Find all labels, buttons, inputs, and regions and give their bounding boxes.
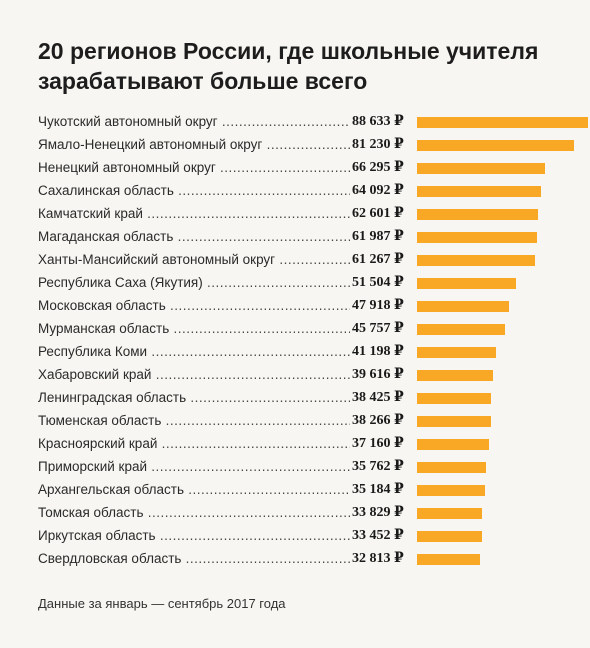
category-label: Свердловская область [38, 549, 350, 569]
bar-row: Томская область33 829 ₽ [38, 503, 558, 523]
bar [417, 462, 486, 473]
bar-row: Архангельская область35 184 ₽ [38, 480, 558, 500]
value-label: 51 504 ₽ [352, 275, 404, 290]
bar [417, 255, 535, 266]
source-note: Данные за январь — сентябрь 2017 года [38, 596, 286, 611]
category-label: Ямало-Ненецкий автономный округ [38, 135, 350, 155]
bar [417, 393, 491, 404]
bar [417, 186, 541, 197]
bar-row: Сахалинская область64 092 ₽ [38, 181, 558, 201]
category-label: Архангельская область [38, 480, 350, 500]
bar [417, 209, 538, 220]
value-label: 35 184 ₽ [352, 482, 404, 497]
bar [417, 531, 482, 542]
value-label: 33 829 ₽ [352, 505, 404, 520]
bar-row: Хабаровский край39 616 ₽ [38, 365, 558, 385]
bar [417, 301, 509, 312]
category-label: Камчатский край [38, 204, 350, 224]
category-label: Мурманская область [38, 319, 350, 339]
bar-row: Ненецкий автономный округ66 295 ₽ [38, 158, 558, 178]
category-label: Приморский край [38, 457, 350, 477]
bar [417, 140, 574, 151]
bar [417, 370, 493, 381]
value-label: 38 425 ₽ [352, 390, 404, 405]
bar-row: Республика Коми41 198 ₽ [38, 342, 558, 362]
category-label: Республика Коми [38, 342, 350, 362]
value-label: 35 762 ₽ [352, 459, 404, 474]
category-label: Ненецкий автономный округ [38, 158, 350, 178]
value-label: 66 295 ₽ [352, 160, 404, 175]
category-label: Чукотский автономный округ [38, 112, 350, 132]
category-label: Красноярский край [38, 434, 350, 454]
chart-title: 20 регионов России, где школьные учителя… [38, 38, 539, 94]
bar-row: Ямало-Ненецкий автономный округ81 230 ₽ [38, 135, 574, 155]
value-label: 45 757 ₽ [352, 321, 404, 336]
bar-row: Приморский край35 762 ₽ [38, 457, 558, 477]
value-label: 41 198 ₽ [352, 344, 404, 359]
value-label: 47 918 ₽ [352, 298, 404, 313]
category-label: Ленинградская область [38, 388, 350, 408]
bar [417, 439, 489, 450]
bar [417, 416, 491, 427]
value-label: 32 813 ₽ [352, 551, 404, 566]
value-label: 61 987 ₽ [352, 229, 404, 244]
category-label: Московская область [38, 296, 350, 316]
bar-row: Тюменская область38 266 ₽ [38, 411, 558, 431]
bar-row: Мурманская область45 757 ₽ [38, 319, 558, 339]
bar [417, 278, 516, 289]
bar-row: Ханты-Мансийский автономный округ61 267 … [38, 250, 558, 270]
category-label: Томская область [38, 503, 350, 523]
value-label: 61 267 ₽ [352, 252, 404, 267]
value-label: 88 633 ₽ [352, 114, 404, 129]
bar-row: Московская область47 918 ₽ [38, 296, 558, 316]
bar-row: Чукотский автономный округ88 633 ₽ [38, 112, 588, 132]
value-label: 37 160 ₽ [352, 436, 404, 451]
value-label: 62 601 ₽ [352, 206, 404, 221]
value-label: 64 092 ₽ [352, 183, 404, 198]
category-label: Магаданская область [38, 227, 350, 247]
bar [417, 508, 482, 519]
category-label: Иркутская область [38, 526, 350, 546]
bar [417, 232, 537, 243]
bar [417, 554, 480, 565]
value-label: 39 616 ₽ [352, 367, 404, 382]
bar-row: Магаданская область61 987 ₽ [38, 227, 558, 247]
category-label: Сахалинская область [38, 181, 350, 201]
bar-row: Иркутская область33 452 ₽ [38, 526, 558, 546]
bar-row: Ленинградская область38 425 ₽ [38, 388, 558, 408]
bar-row: Республика Саха (Якутия)51 504 ₽ [38, 273, 558, 293]
bar-row: Красноярский край37 160 ₽ [38, 434, 558, 454]
bar [417, 117, 588, 128]
bar [417, 347, 496, 358]
bar [417, 485, 485, 496]
bar-row: Камчатский край62 601 ₽ [38, 204, 558, 224]
category-label: Хабаровский край [38, 365, 350, 385]
category-label: Ханты-Мансийский автономный округ [38, 250, 350, 270]
category-label: Республика Саха (Якутия) [38, 273, 350, 293]
value-label: 38 266 ₽ [352, 413, 404, 428]
bar [417, 163, 545, 174]
value-label: 81 230 ₽ [352, 137, 404, 152]
category-label: Тюменская область [38, 411, 350, 431]
bar [417, 324, 505, 335]
value-label: 33 452 ₽ [352, 528, 404, 543]
bar-row: Свердловская область32 813 ₽ [38, 549, 558, 569]
